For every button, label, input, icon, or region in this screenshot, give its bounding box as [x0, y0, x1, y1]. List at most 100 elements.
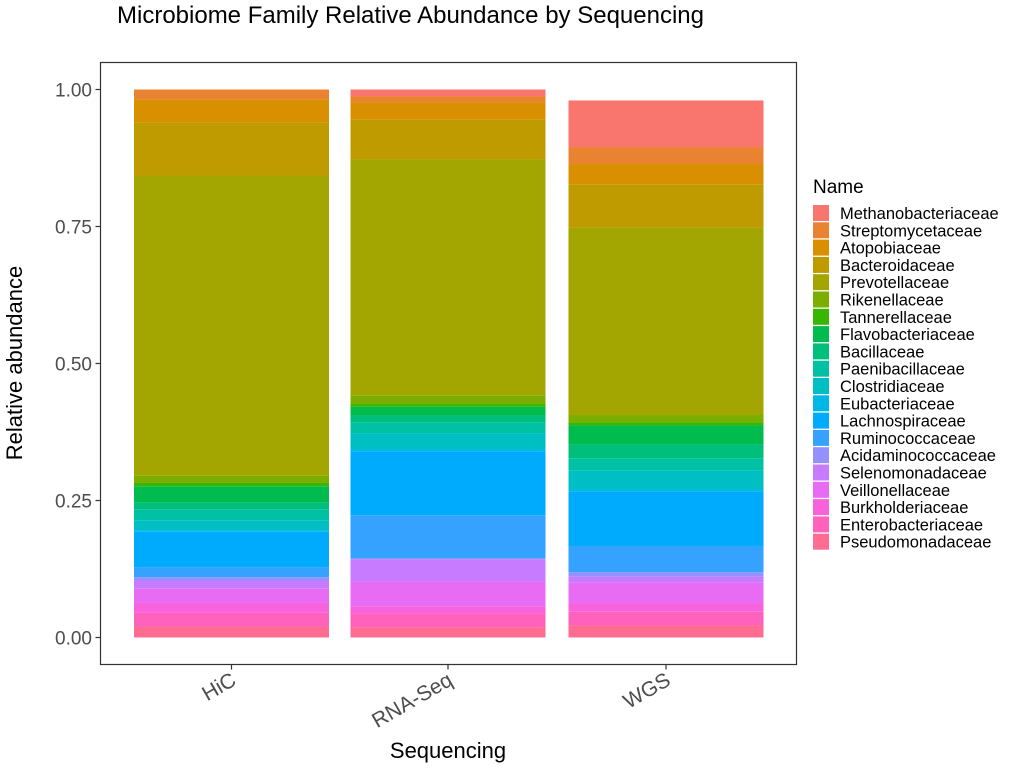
y-tick-label: 1.00 — [55, 81, 92, 102]
legend-key — [813, 499, 829, 516]
bar-segment — [134, 89, 329, 100]
bar-segment — [568, 611, 764, 626]
bar-segment — [350, 627, 546, 638]
legend-label: Flavobacteriaceae — [840, 326, 975, 344]
legend-label: Streptomycetaceae — [840, 222, 982, 240]
legend-key — [813, 291, 829, 308]
x-axis: HiC RNA-Seq WGS — [198, 664, 675, 733]
bar-segment — [350, 96, 546, 103]
legend-label: Burkholderiaceae — [840, 499, 968, 517]
bar-segment — [568, 100, 764, 148]
x-tick-label: WGS — [620, 668, 675, 713]
bar-segment — [568, 489, 764, 492]
bar-segment — [568, 422, 764, 426]
legend-label: Enterobacteriaceae — [840, 516, 983, 534]
bar-segment — [568, 444, 764, 459]
x-axis-title: Sequencing — [390, 738, 506, 763]
legend-key — [813, 516, 829, 533]
legend-key — [813, 412, 829, 429]
legend-items: MethanobacteriaceaeStreptomycetaceaeAtop… — [813, 205, 999, 552]
bar-segment — [134, 482, 329, 487]
legend-label: Clostridiaceae — [840, 378, 945, 396]
legend-label: Eubacteriaceae — [840, 395, 955, 413]
legend-key — [813, 447, 829, 464]
bar-segment — [134, 580, 329, 589]
bar-segment — [568, 582, 764, 604]
legend-key — [813, 239, 829, 256]
bar-segment — [350, 449, 546, 452]
bar-segment — [134, 531, 329, 568]
bar-segment — [568, 603, 764, 612]
legend-key — [813, 308, 829, 325]
bars-layer — [134, 89, 764, 638]
bar-segment — [568, 415, 764, 423]
bar-segment — [350, 119, 546, 160]
bar-segment — [134, 626, 329, 638]
bar-segment — [568, 458, 764, 471]
legend-label: Bacillaceae — [840, 343, 924, 361]
bar-segment — [134, 520, 329, 531]
legend-key — [813, 533, 829, 550]
legend-label: Pseudomonadaceae — [840, 534, 991, 552]
legend-label: Veillonellaceae — [840, 482, 950, 500]
bar-segment — [134, 175, 329, 476]
bar-segment — [134, 567, 329, 578]
legend-key — [813, 429, 829, 446]
legend-key — [813, 395, 829, 412]
bar-segment — [134, 588, 329, 603]
legend-key — [813, 360, 829, 377]
bar-segment — [134, 475, 329, 483]
bar-segment — [350, 102, 546, 120]
x-tick-label: HiC — [198, 668, 240, 705]
bar-segment — [350, 451, 546, 516]
bar-segment — [350, 406, 546, 416]
legend-title: Name — [813, 177, 864, 198]
bar-segment — [134, 509, 329, 521]
legend-key — [813, 274, 829, 291]
bar-segment — [568, 164, 764, 185]
legend-key — [813, 481, 829, 498]
legend-label: Selenomonadaceae — [840, 465, 987, 483]
bar-segment — [350, 559, 546, 582]
bar-segment — [568, 572, 764, 577]
legend-label: Lachnospiraceae — [840, 413, 966, 431]
legend-label: Ruminococcaceae — [840, 430, 976, 448]
bar-segment — [350, 422, 546, 434]
bar-segment — [134, 486, 329, 503]
bar-segment — [568, 425, 764, 445]
bar-segment — [350, 606, 546, 614]
legend-key — [813, 326, 829, 343]
bar-segment — [350, 159, 546, 396]
y-tick-label: 0.25 — [55, 492, 92, 513]
bar-segment — [350, 415, 546, 423]
bar-segment — [568, 184, 764, 228]
legend-label: Atopobiaceae — [840, 240, 941, 258]
legend-key — [813, 378, 829, 394]
chart-title: Microbiome Family Relative Abundance by … — [117, 2, 704, 29]
bar-segment — [568, 625, 764, 638]
legend-label: Methanobacteriaceae — [840, 205, 999, 223]
bar-segment — [134, 577, 329, 581]
legend: Name MethanobacteriaceaeStreptomycetacea… — [813, 177, 999, 552]
y-tick-label: 0.75 — [55, 218, 92, 239]
legend-label: Rikenellaceae — [840, 292, 944, 310]
bar-segment — [568, 491, 764, 546]
legend-label: Tannerellaceae — [840, 309, 952, 327]
legend-label: Paenibacillaceae — [840, 361, 965, 379]
bar-segment — [350, 515, 546, 559]
bar-segment — [134, 122, 329, 176]
bar-segment — [350, 581, 546, 607]
bar-segment — [568, 576, 764, 583]
bar-segment — [350, 558, 546, 560]
bar-segment — [134, 612, 329, 627]
y-axis-title: Relative abundance — [2, 266, 27, 460]
legend-key — [813, 464, 829, 481]
legend-key — [813, 256, 829, 273]
bar-segment — [568, 545, 764, 573]
bar-segment — [350, 404, 546, 407]
legend-key — [813, 343, 829, 360]
bar-segment — [350, 89, 546, 97]
y-axis: 0.00 0.25 0.50 0.75 1.00 — [55, 81, 101, 650]
bar-segment — [134, 602, 329, 613]
